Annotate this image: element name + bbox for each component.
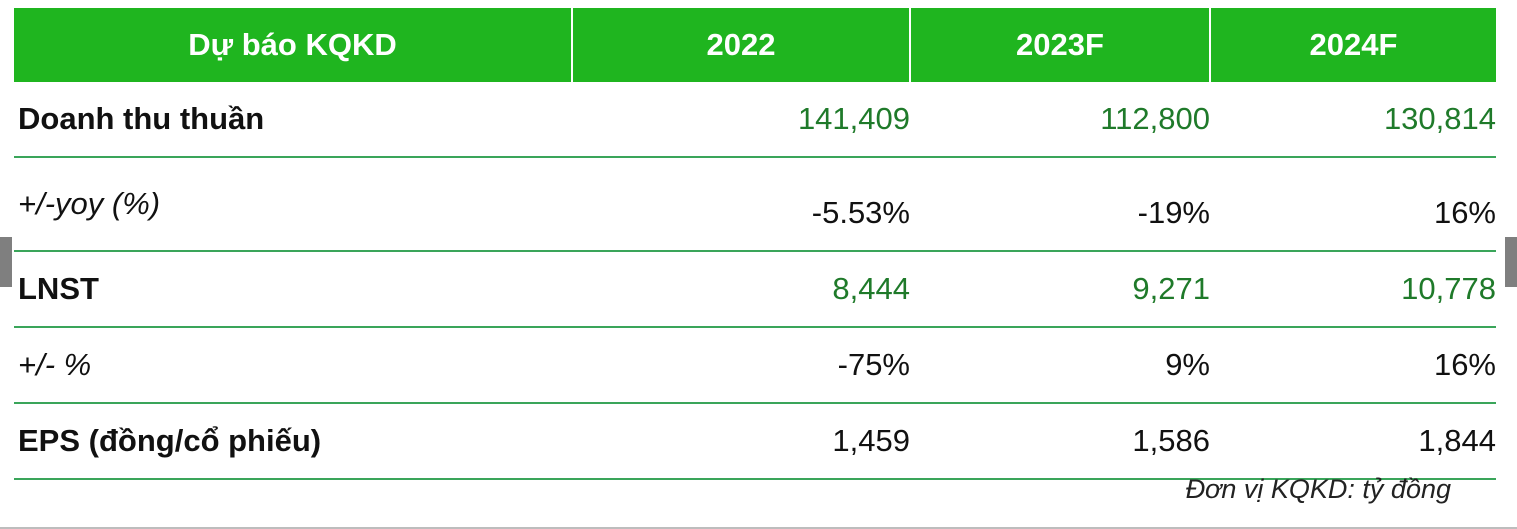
unit-note: Đơn vị KQKD: tỷ đồng xyxy=(1185,474,1451,504)
row-label: Doanh thu thuần xyxy=(14,82,572,158)
table-header-row: Dự báo KQKD 2022 2023F 2024F xyxy=(14,8,1496,82)
forecast-table: Dự báo KQKD 2022 2023F 2024F Doanh thu t… xyxy=(14,8,1496,480)
header-2023f: 2023F xyxy=(909,8,1210,82)
row-label: +/-yoy (%) xyxy=(14,157,572,252)
bottom-divider xyxy=(0,527,1517,529)
cell-value: 16% xyxy=(1210,327,1496,404)
right-edge-marker xyxy=(1505,237,1517,287)
cell-value: 112,800 xyxy=(910,82,1210,158)
cell-value: 141,409 xyxy=(572,82,910,158)
row-label: LNST xyxy=(14,251,572,328)
header-label: Dự báo KQKD xyxy=(14,8,572,82)
cell-value: 8,444 xyxy=(572,251,910,328)
cell-value: 10,778 xyxy=(1210,251,1496,328)
left-edge-marker xyxy=(0,237,12,287)
cell-value: 9,271 xyxy=(910,251,1210,328)
cell-value: 9% xyxy=(910,327,1210,404)
cell-value: 1,459 xyxy=(572,403,910,480)
cell-value: -5.53% xyxy=(572,157,910,252)
cell-value: 130,814 xyxy=(1210,82,1496,158)
row-label: +/- % xyxy=(14,327,572,404)
header-2022: 2022 xyxy=(571,8,910,82)
table-row-net-profit: LNST 8,444 9,271 10,778 xyxy=(14,251,1496,328)
header-2024f: 2024F xyxy=(1209,8,1496,82)
cell-value: -75% xyxy=(572,327,910,404)
table-row-profit-change: +/- % -75% 9% 16% xyxy=(14,327,1496,404)
cell-value: -19% xyxy=(910,157,1210,252)
table-row-revenue-yoy: +/-yoy (%) -5.53% -19% 16% xyxy=(14,157,1496,252)
table-row-eps: EPS (đồng/cổ phiếu) 1,459 1,586 1,844 xyxy=(14,403,1496,480)
table-row-net-revenue: Doanh thu thuần 141,409 112,800 130,814 xyxy=(14,82,1496,158)
cell-value: 16% xyxy=(1210,157,1496,252)
cell-value: 1,844 xyxy=(1210,403,1496,480)
row-label: EPS (đồng/cổ phiếu) xyxy=(14,403,572,480)
cell-value: 1,586 xyxy=(910,403,1210,480)
